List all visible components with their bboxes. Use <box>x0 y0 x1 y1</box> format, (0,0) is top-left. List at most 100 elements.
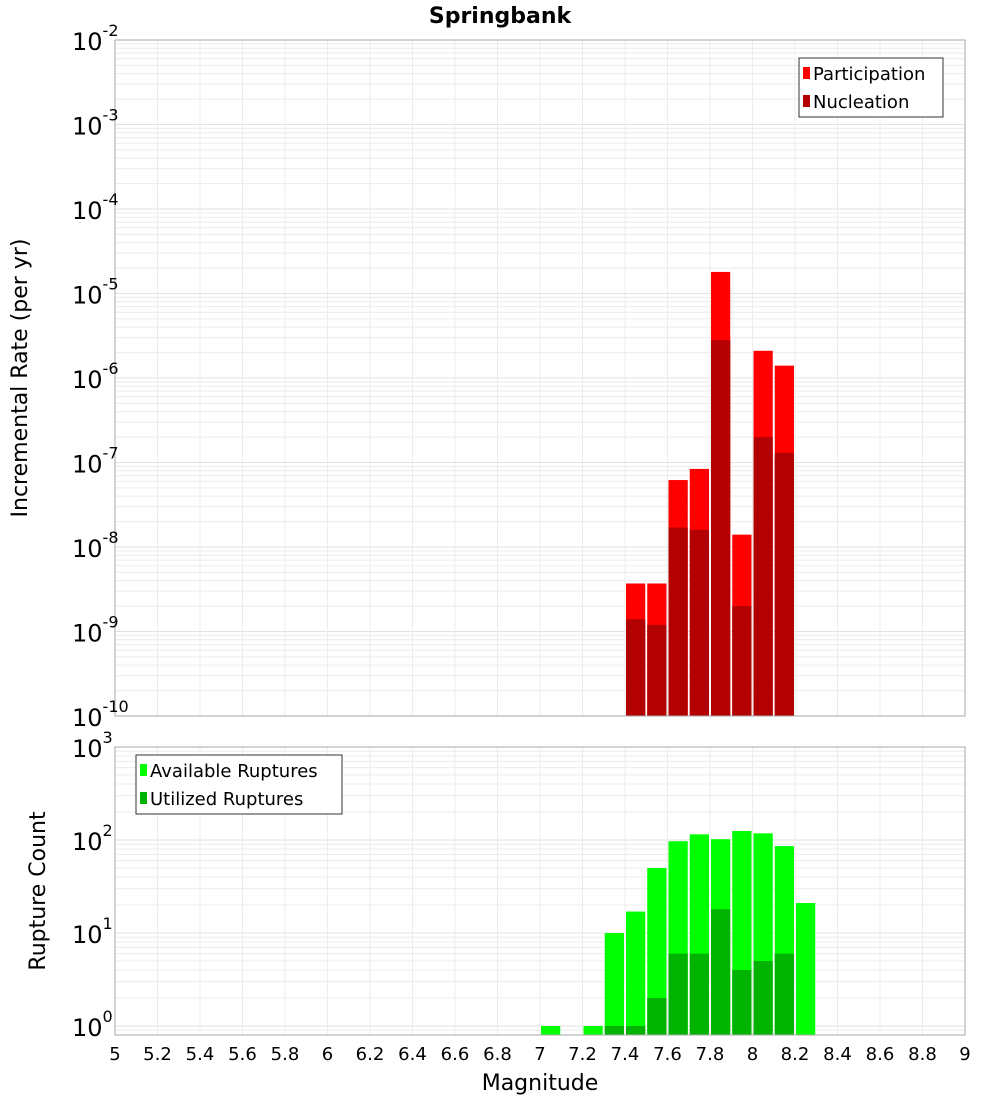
legend-box <box>798 57 944 118</box>
y-tick-base: 10 <box>72 28 103 56</box>
x-axis-label: Magnitude <box>482 1071 599 1096</box>
y-tick-label: 10-10 <box>72 697 129 732</box>
bar-nucleation <box>774 452 794 716</box>
x-tick-label: 8.8 <box>908 1044 937 1065</box>
y-tick-label: 10-2 <box>72 21 119 56</box>
y-tick-base: 10 <box>72 704 103 732</box>
x-tick-label: 9 <box>959 1044 970 1065</box>
legend-label: Nucleation <box>813 92 909 113</box>
y-tick-base: 10 <box>72 620 103 648</box>
x-tick-label: 5.4 <box>186 1044 215 1065</box>
bar-nucleation <box>711 340 731 716</box>
legend-label: Participation <box>813 64 925 85</box>
x-tick-label: 6.8 <box>483 1044 512 1065</box>
bar-utilized-ruptures <box>668 953 688 1035</box>
x-tick-label: 5 <box>109 1044 120 1065</box>
bar-available-ruptures <box>796 903 816 1035</box>
y-tick-exponent: -4 <box>103 190 119 209</box>
x-tick-label: 5.2 <box>143 1044 172 1065</box>
x-tick-label: 7.6 <box>653 1044 682 1065</box>
y-tick-label: 10-6 <box>72 359 119 394</box>
y-tick-base: 10 <box>72 113 103 141</box>
bar-available-ruptures <box>541 1025 561 1035</box>
bar-utilized-ruptures <box>647 997 667 1035</box>
y-tick-base: 10 <box>72 828 103 856</box>
x-tick-label: 7.8 <box>696 1044 725 1065</box>
bar-available-ruptures <box>626 911 646 1035</box>
x-tick-label: 7.4 <box>611 1044 640 1065</box>
y-tick-exponent: -6 <box>103 359 119 378</box>
y-tick-label: 100 <box>72 1007 113 1042</box>
bar-utilized-ruptures <box>604 1025 624 1035</box>
y-tick-base: 10 <box>72 735 103 763</box>
bar-available-ruptures <box>604 932 624 1035</box>
y-tick-exponent: -3 <box>103 106 119 125</box>
y-tick-label: 10-3 <box>72 106 119 141</box>
y-tick-exponent: -2 <box>103 21 119 40</box>
legend-swatch <box>803 67 810 79</box>
y-tick-exponent: 2 <box>103 821 113 840</box>
plot-panel-1: 10-210-310-410-510-610-710-810-910-10Par… <box>72 21 966 732</box>
bar-available-ruptures <box>647 867 667 1035</box>
legend-swatch <box>140 764 147 776</box>
x-tick-label: 8.4 <box>823 1044 852 1065</box>
y-tick-base: 10 <box>72 197 103 225</box>
bar-nucleation <box>668 527 688 716</box>
y-tick-label: 102 <box>72 821 113 856</box>
legend-swatch <box>803 95 810 107</box>
y-tick-label: 10-7 <box>72 444 119 479</box>
top-y-axis-label: Incremental Rate (per yr) <box>8 239 33 518</box>
legend-swatch <box>140 792 147 804</box>
y-tick-exponent: -7 <box>103 444 119 463</box>
bar-nucleation <box>753 437 773 716</box>
y-tick-base: 10 <box>72 366 103 394</box>
plot-border <box>114 39 966 717</box>
x-tick-label: 7.2 <box>568 1044 597 1065</box>
y-tick-exponent: -10 <box>103 697 129 716</box>
y-tick-base: 10 <box>72 282 103 310</box>
y-tick-label: 103 <box>72 728 113 763</box>
bar-utilized-ruptures <box>626 1025 646 1035</box>
bar-nucleation <box>647 624 667 716</box>
y-tick-label: 101 <box>72 914 113 949</box>
bar-utilized-ruptures <box>753 960 773 1035</box>
x-tick-label: 8.6 <box>866 1044 895 1065</box>
legend-label: Utilized Ruptures <box>150 789 303 810</box>
x-tick-label: 6.4 <box>398 1044 427 1065</box>
y-tick-exponent: -9 <box>103 613 119 632</box>
bottom-y-axis-label: Rupture Count <box>26 811 51 971</box>
x-tick-label: 8.2 <box>781 1044 810 1065</box>
legend-label: Available Ruptures <box>150 761 318 782</box>
y-tick-base: 10 <box>72 451 103 479</box>
x-tick-label: 5.8 <box>271 1044 300 1065</box>
bar-nucleation <box>689 529 709 716</box>
chart-title: Springbank <box>429 4 573 29</box>
y-tick-label: 10-4 <box>72 190 119 225</box>
y-tick-base: 10 <box>72 1014 103 1042</box>
x-tick-label: 5.6 <box>228 1044 257 1065</box>
y-tick-exponent: -8 <box>103 528 119 547</box>
bar-nucleation <box>626 619 646 716</box>
y-tick-label: 10-8 <box>72 528 119 563</box>
plot-border <box>114 746 966 1036</box>
x-tick-label: 6 <box>322 1044 333 1065</box>
x-tick-label: 6.6 <box>441 1044 470 1065</box>
y-tick-base: 10 <box>72 921 103 949</box>
y-tick-base: 10 <box>72 535 103 563</box>
bar-utilized-ruptures <box>711 909 731 1035</box>
x-tick-label: 6.2 <box>356 1044 385 1065</box>
y-tick-exponent: 1 <box>103 914 113 933</box>
y-tick-exponent: 0 <box>103 1007 113 1026</box>
y-tick-label: 10-9 <box>72 613 119 648</box>
bar-nucleation <box>732 606 752 716</box>
bar-utilized-ruptures <box>732 969 752 1035</box>
legend-box <box>135 754 343 815</box>
y-tick-exponent: 3 <box>103 728 113 747</box>
x-tick-label: 7 <box>534 1044 545 1065</box>
y-tick-label: 10-5 <box>72 275 119 310</box>
bar-utilized-ruptures <box>774 953 794 1035</box>
bar-utilized-ruptures <box>689 953 709 1035</box>
y-tick-exponent: -5 <box>103 275 119 294</box>
